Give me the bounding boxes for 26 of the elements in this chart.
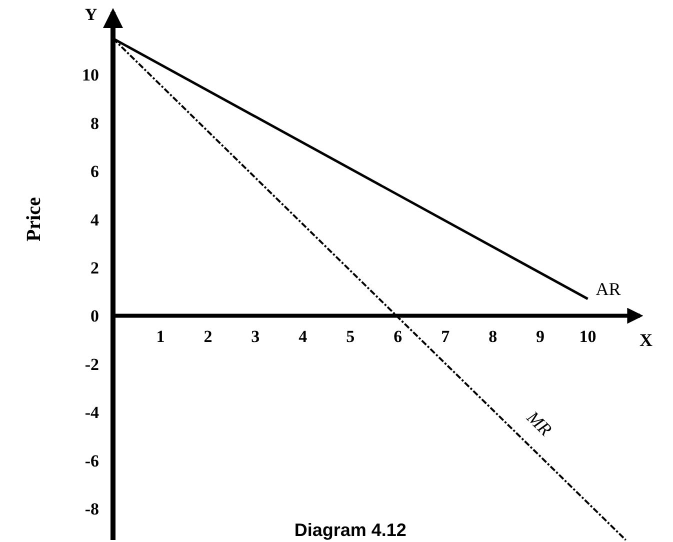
- y-tick-label: -4: [84, 403, 100, 422]
- series-label: AR: [596, 278, 621, 299]
- x-tick-label: 5: [346, 326, 355, 346]
- y-tick-label: 4: [90, 210, 100, 230]
- y-tick-label: -2: [84, 354, 99, 374]
- x-tick-label: 7: [441, 326, 450, 346]
- x-tick-label: 9: [536, 326, 545, 346]
- x-tick-label: 4: [298, 326, 308, 346]
- annotation: Diagram 4.12: [294, 520, 406, 540]
- y-tick-label: 8: [90, 114, 99, 133]
- y-tick-label: 0: [90, 306, 99, 326]
- x-tick-label: 6: [394, 326, 402, 346]
- text: Y: [84, 5, 98, 24]
- x-tick-label: 1: [156, 326, 165, 346]
- y-tick-label: -6: [84, 451, 99, 470]
- y-tick-label: -8: [84, 500, 99, 519]
- x-tick-label: 2: [204, 326, 212, 346]
- y-tick-label: 6: [90, 162, 99, 182]
- y-tick-label: 10: [82, 66, 99, 85]
- x-tick-label: 3: [251, 326, 260, 346]
- x-tick-label: 8: [488, 326, 498, 346]
- y-axis-title: Price: [23, 197, 45, 242]
- y-tick-label: 2: [90, 258, 99, 278]
- text: MR: [522, 406, 556, 440]
- x-tick-label: 10: [579, 326, 596, 346]
- x-axis-title: X: [640, 330, 652, 350]
